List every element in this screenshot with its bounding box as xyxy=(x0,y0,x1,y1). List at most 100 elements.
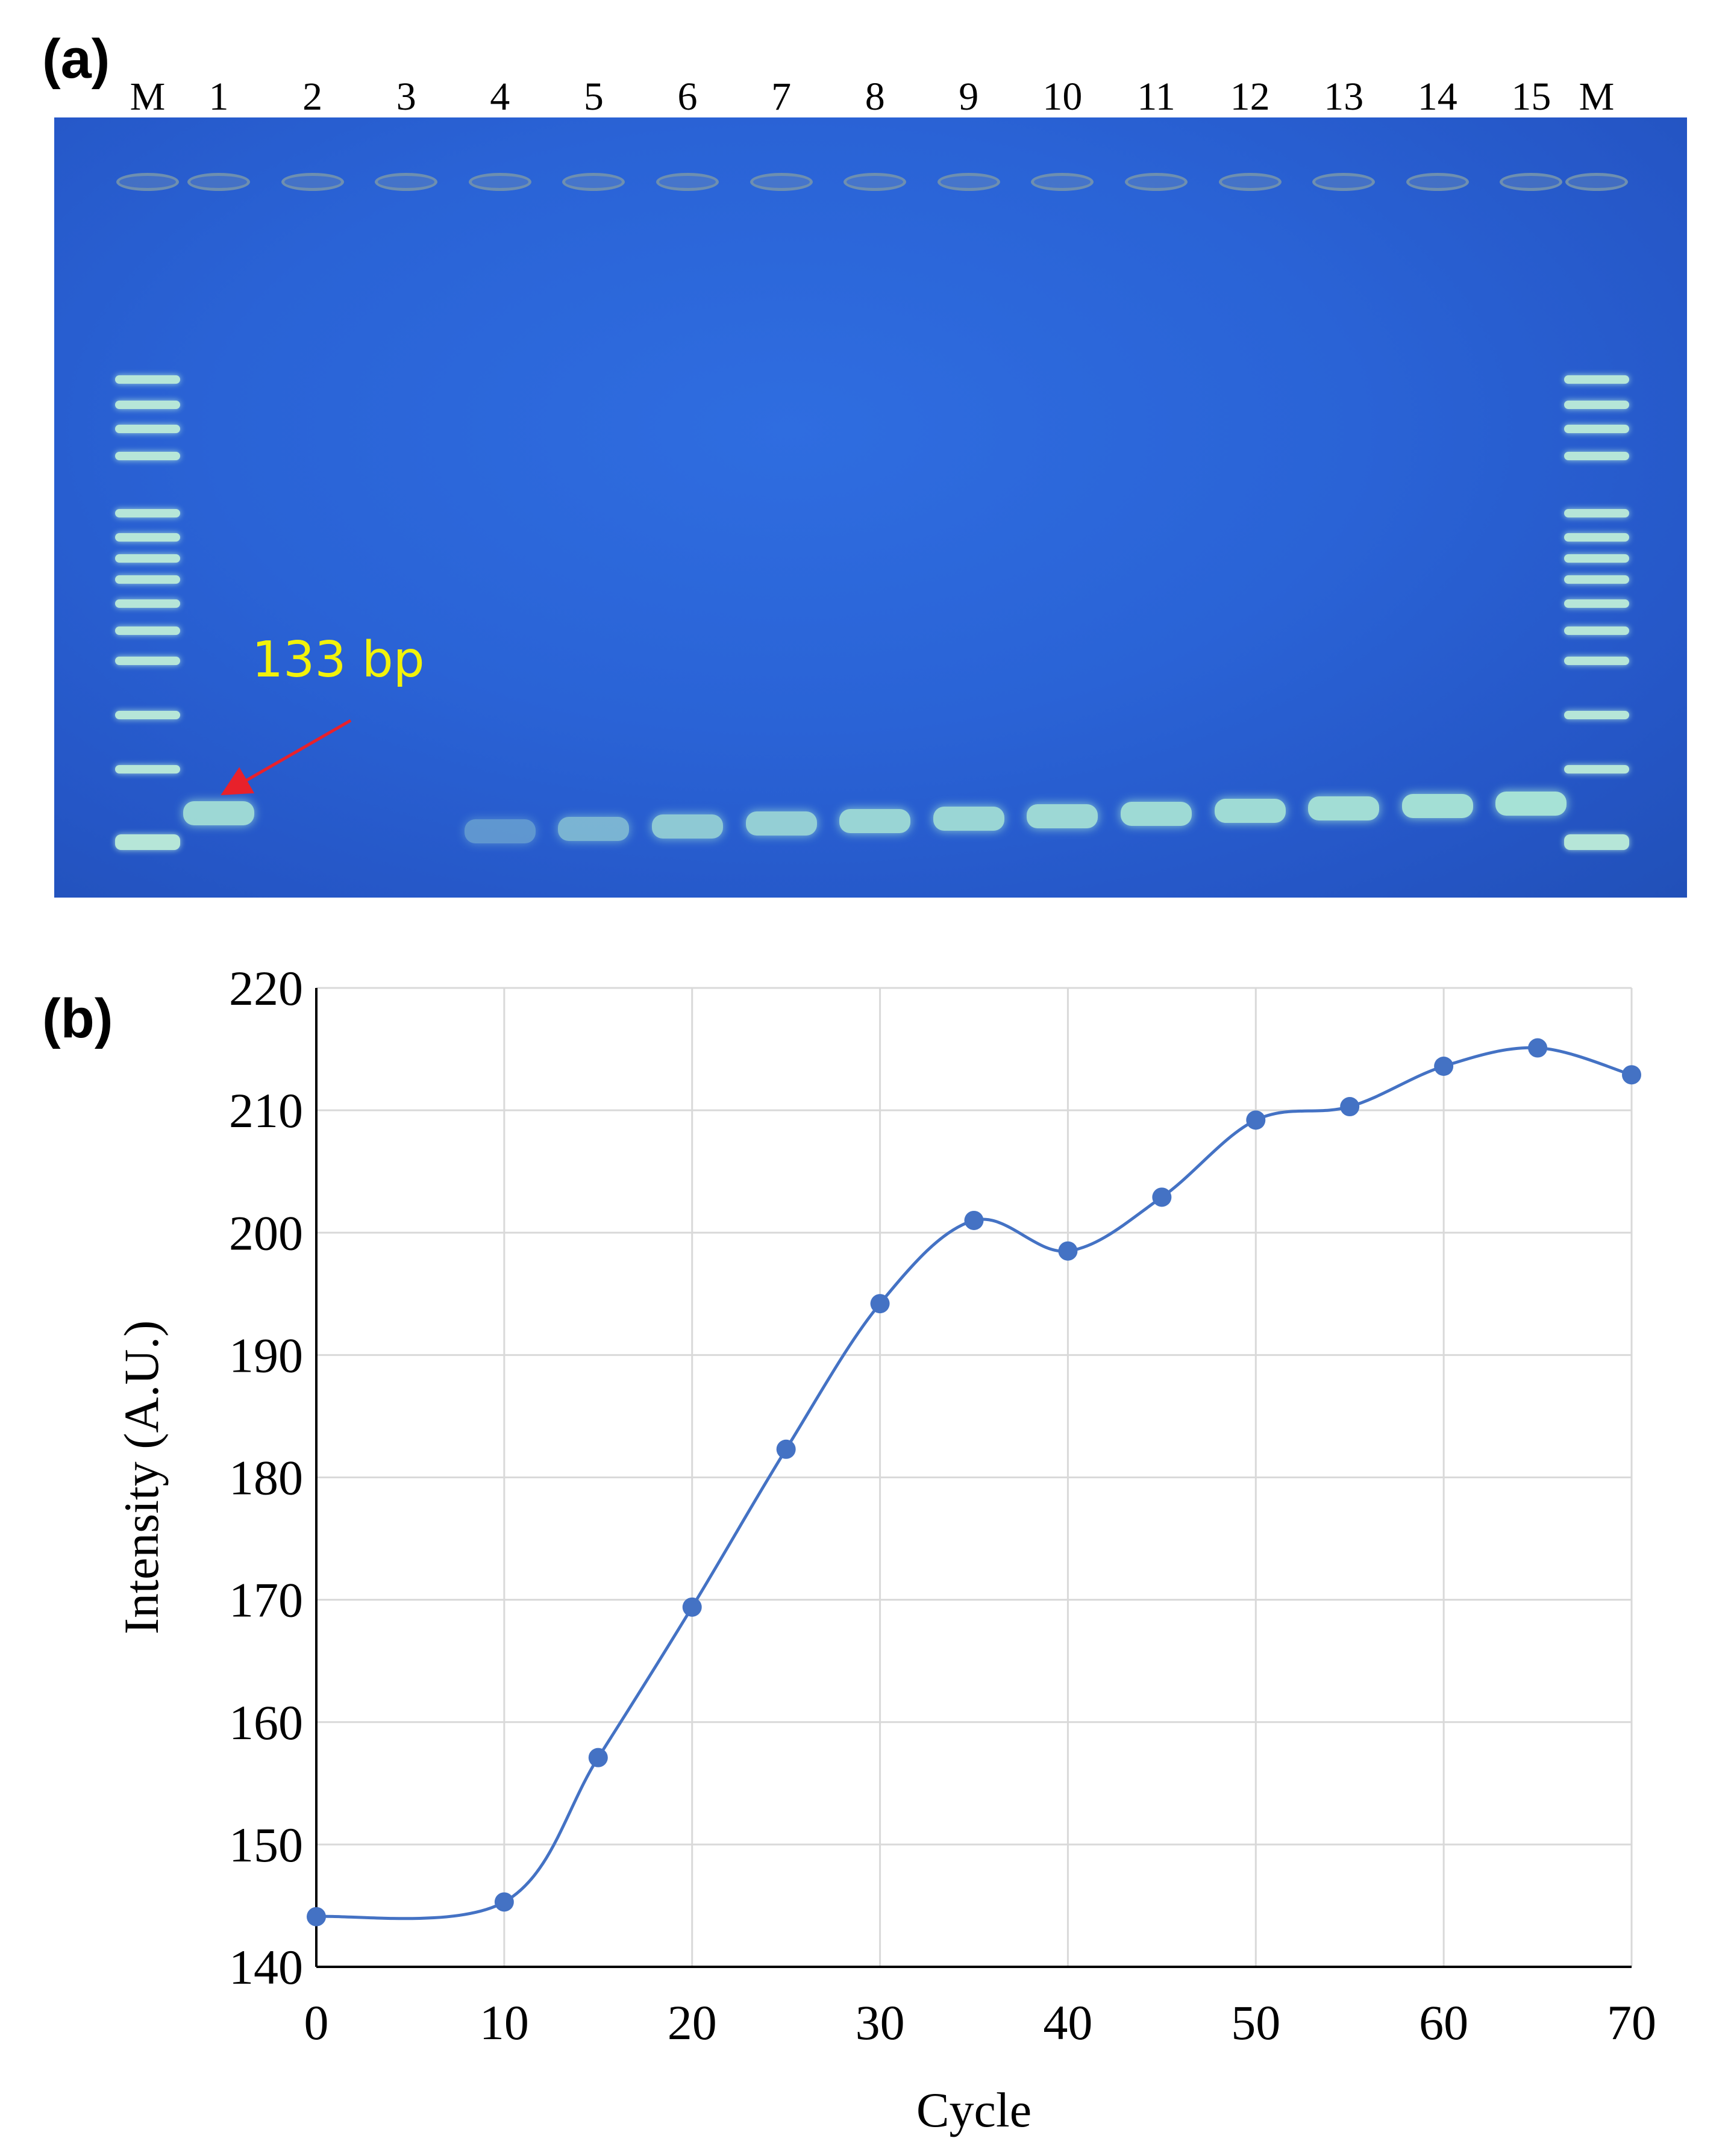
series-line xyxy=(316,1046,1632,1920)
gel-well xyxy=(937,173,1000,191)
sample-band xyxy=(745,811,817,836)
gel-well xyxy=(1565,173,1628,191)
lane-label: 7 xyxy=(771,75,792,119)
data-point xyxy=(964,1210,984,1230)
band-size-annotation: 133 bp xyxy=(252,631,425,689)
data-point xyxy=(1152,1187,1172,1207)
ladder-band xyxy=(1564,452,1629,460)
gel-well xyxy=(187,173,250,191)
ladder-band xyxy=(1564,765,1629,773)
ladder-band xyxy=(115,575,180,584)
sample-band xyxy=(558,816,630,841)
lane-label: 3 xyxy=(396,75,416,119)
sample-band xyxy=(1401,794,1473,818)
lane-label: 4 xyxy=(490,75,510,119)
ladder-band xyxy=(1564,509,1629,517)
ladder-band xyxy=(1564,375,1629,384)
y-tick-label: 200 xyxy=(229,1205,303,1260)
gel-well xyxy=(375,173,438,191)
lane-label: 15 xyxy=(1511,75,1551,119)
ladder-band xyxy=(115,554,180,563)
y-tick-label: 190 xyxy=(229,1328,303,1383)
gel-well xyxy=(116,173,179,191)
gel-well xyxy=(1312,173,1376,191)
data-point xyxy=(682,1597,702,1617)
data-point xyxy=(1434,1057,1454,1076)
ladder-band xyxy=(1564,626,1629,635)
data-point xyxy=(776,1439,796,1459)
y-axis-label: Intensity (A.U.) xyxy=(114,1320,169,1635)
y-tick-label: 210 xyxy=(229,1083,303,1138)
x-tick-label: 70 xyxy=(1607,1995,1656,2050)
lane-label: 9 xyxy=(959,75,979,119)
ladder-band xyxy=(115,711,180,719)
data-point xyxy=(870,1294,890,1314)
x-tick-label: 50 xyxy=(1231,1995,1280,2050)
gel-well xyxy=(468,173,531,191)
lane-label: 5 xyxy=(583,75,604,119)
lane-label: 6 xyxy=(677,75,698,119)
gel-well xyxy=(844,173,907,191)
ladder-band xyxy=(115,375,180,384)
sample-band xyxy=(1121,801,1192,826)
lane-label: M xyxy=(130,75,166,119)
sample-band xyxy=(839,809,911,834)
y-tick-label: 180 xyxy=(229,1451,303,1505)
y-tick-label: 160 xyxy=(229,1695,303,1750)
ladder-band xyxy=(115,509,180,517)
data-point xyxy=(1528,1038,1548,1058)
lane-label: 10 xyxy=(1042,75,1083,119)
gel-well xyxy=(281,173,344,191)
x-tick-label: 20 xyxy=(668,1995,717,2050)
tick-labels: 0 10 20 30 40 50 60 70 140 150 160 170 180 190 200 210 2… xyxy=(229,961,1656,2050)
data-point xyxy=(1058,1241,1078,1261)
data-points xyxy=(307,1038,1641,1926)
data-point xyxy=(1246,1110,1266,1130)
x-tick-label: 10 xyxy=(480,1995,529,2050)
intensity-chart: 0 10 20 30 40 50 60 70 140 150 160 170 180 190 200 210 2… xyxy=(114,961,1656,2137)
ladder-band xyxy=(115,834,180,850)
ladder-band xyxy=(115,533,180,542)
gel-well xyxy=(562,173,625,191)
y-tick-label: 140 xyxy=(229,1940,303,1995)
lane-label: 2 xyxy=(302,75,323,119)
x-axis-label: Cycle xyxy=(916,2083,1031,2137)
panel-b-label: (b) xyxy=(42,988,113,1049)
lane-label: 13 xyxy=(1324,75,1364,119)
ladder-band xyxy=(115,401,180,409)
x-tick-label: 30 xyxy=(856,1995,905,2050)
lane-label: M xyxy=(1579,75,1615,119)
y-tick-label: 220 xyxy=(229,961,303,1016)
ladder-band xyxy=(1564,425,1629,433)
ladder-band xyxy=(1564,599,1629,608)
data-point xyxy=(307,1907,326,1926)
ladder-band xyxy=(1564,401,1629,409)
ladder-band xyxy=(1564,575,1629,584)
ladder-band xyxy=(115,425,180,433)
axes xyxy=(315,988,1632,1968)
ladder-band xyxy=(115,626,180,635)
y-tick-label: 170 xyxy=(229,1573,303,1628)
x-tick-label: 60 xyxy=(1419,1995,1468,2050)
sample-band xyxy=(933,807,1004,831)
ladder-band xyxy=(1564,533,1629,542)
ladder-band xyxy=(115,657,180,665)
x-tick-label: 40 xyxy=(1043,1995,1092,2050)
gel-well xyxy=(750,173,813,191)
sample-band xyxy=(1308,796,1380,821)
data-point xyxy=(1340,1097,1360,1117)
grid-lines xyxy=(316,987,1633,1967)
gel-well xyxy=(1125,173,1188,191)
ladder-band xyxy=(1564,554,1629,563)
ladder-band xyxy=(1564,657,1629,665)
lane-label: 14 xyxy=(1417,75,1457,119)
lane-label: 1 xyxy=(208,75,229,119)
gel-well xyxy=(1500,173,1563,191)
gel-image xyxy=(54,117,1687,898)
x-tick-label: 0 xyxy=(304,1995,329,2050)
sample-band xyxy=(1495,791,1567,816)
gel-well xyxy=(1406,173,1469,191)
data-point xyxy=(494,1892,514,1912)
sample-band xyxy=(464,819,536,843)
gel-well xyxy=(1031,173,1094,191)
